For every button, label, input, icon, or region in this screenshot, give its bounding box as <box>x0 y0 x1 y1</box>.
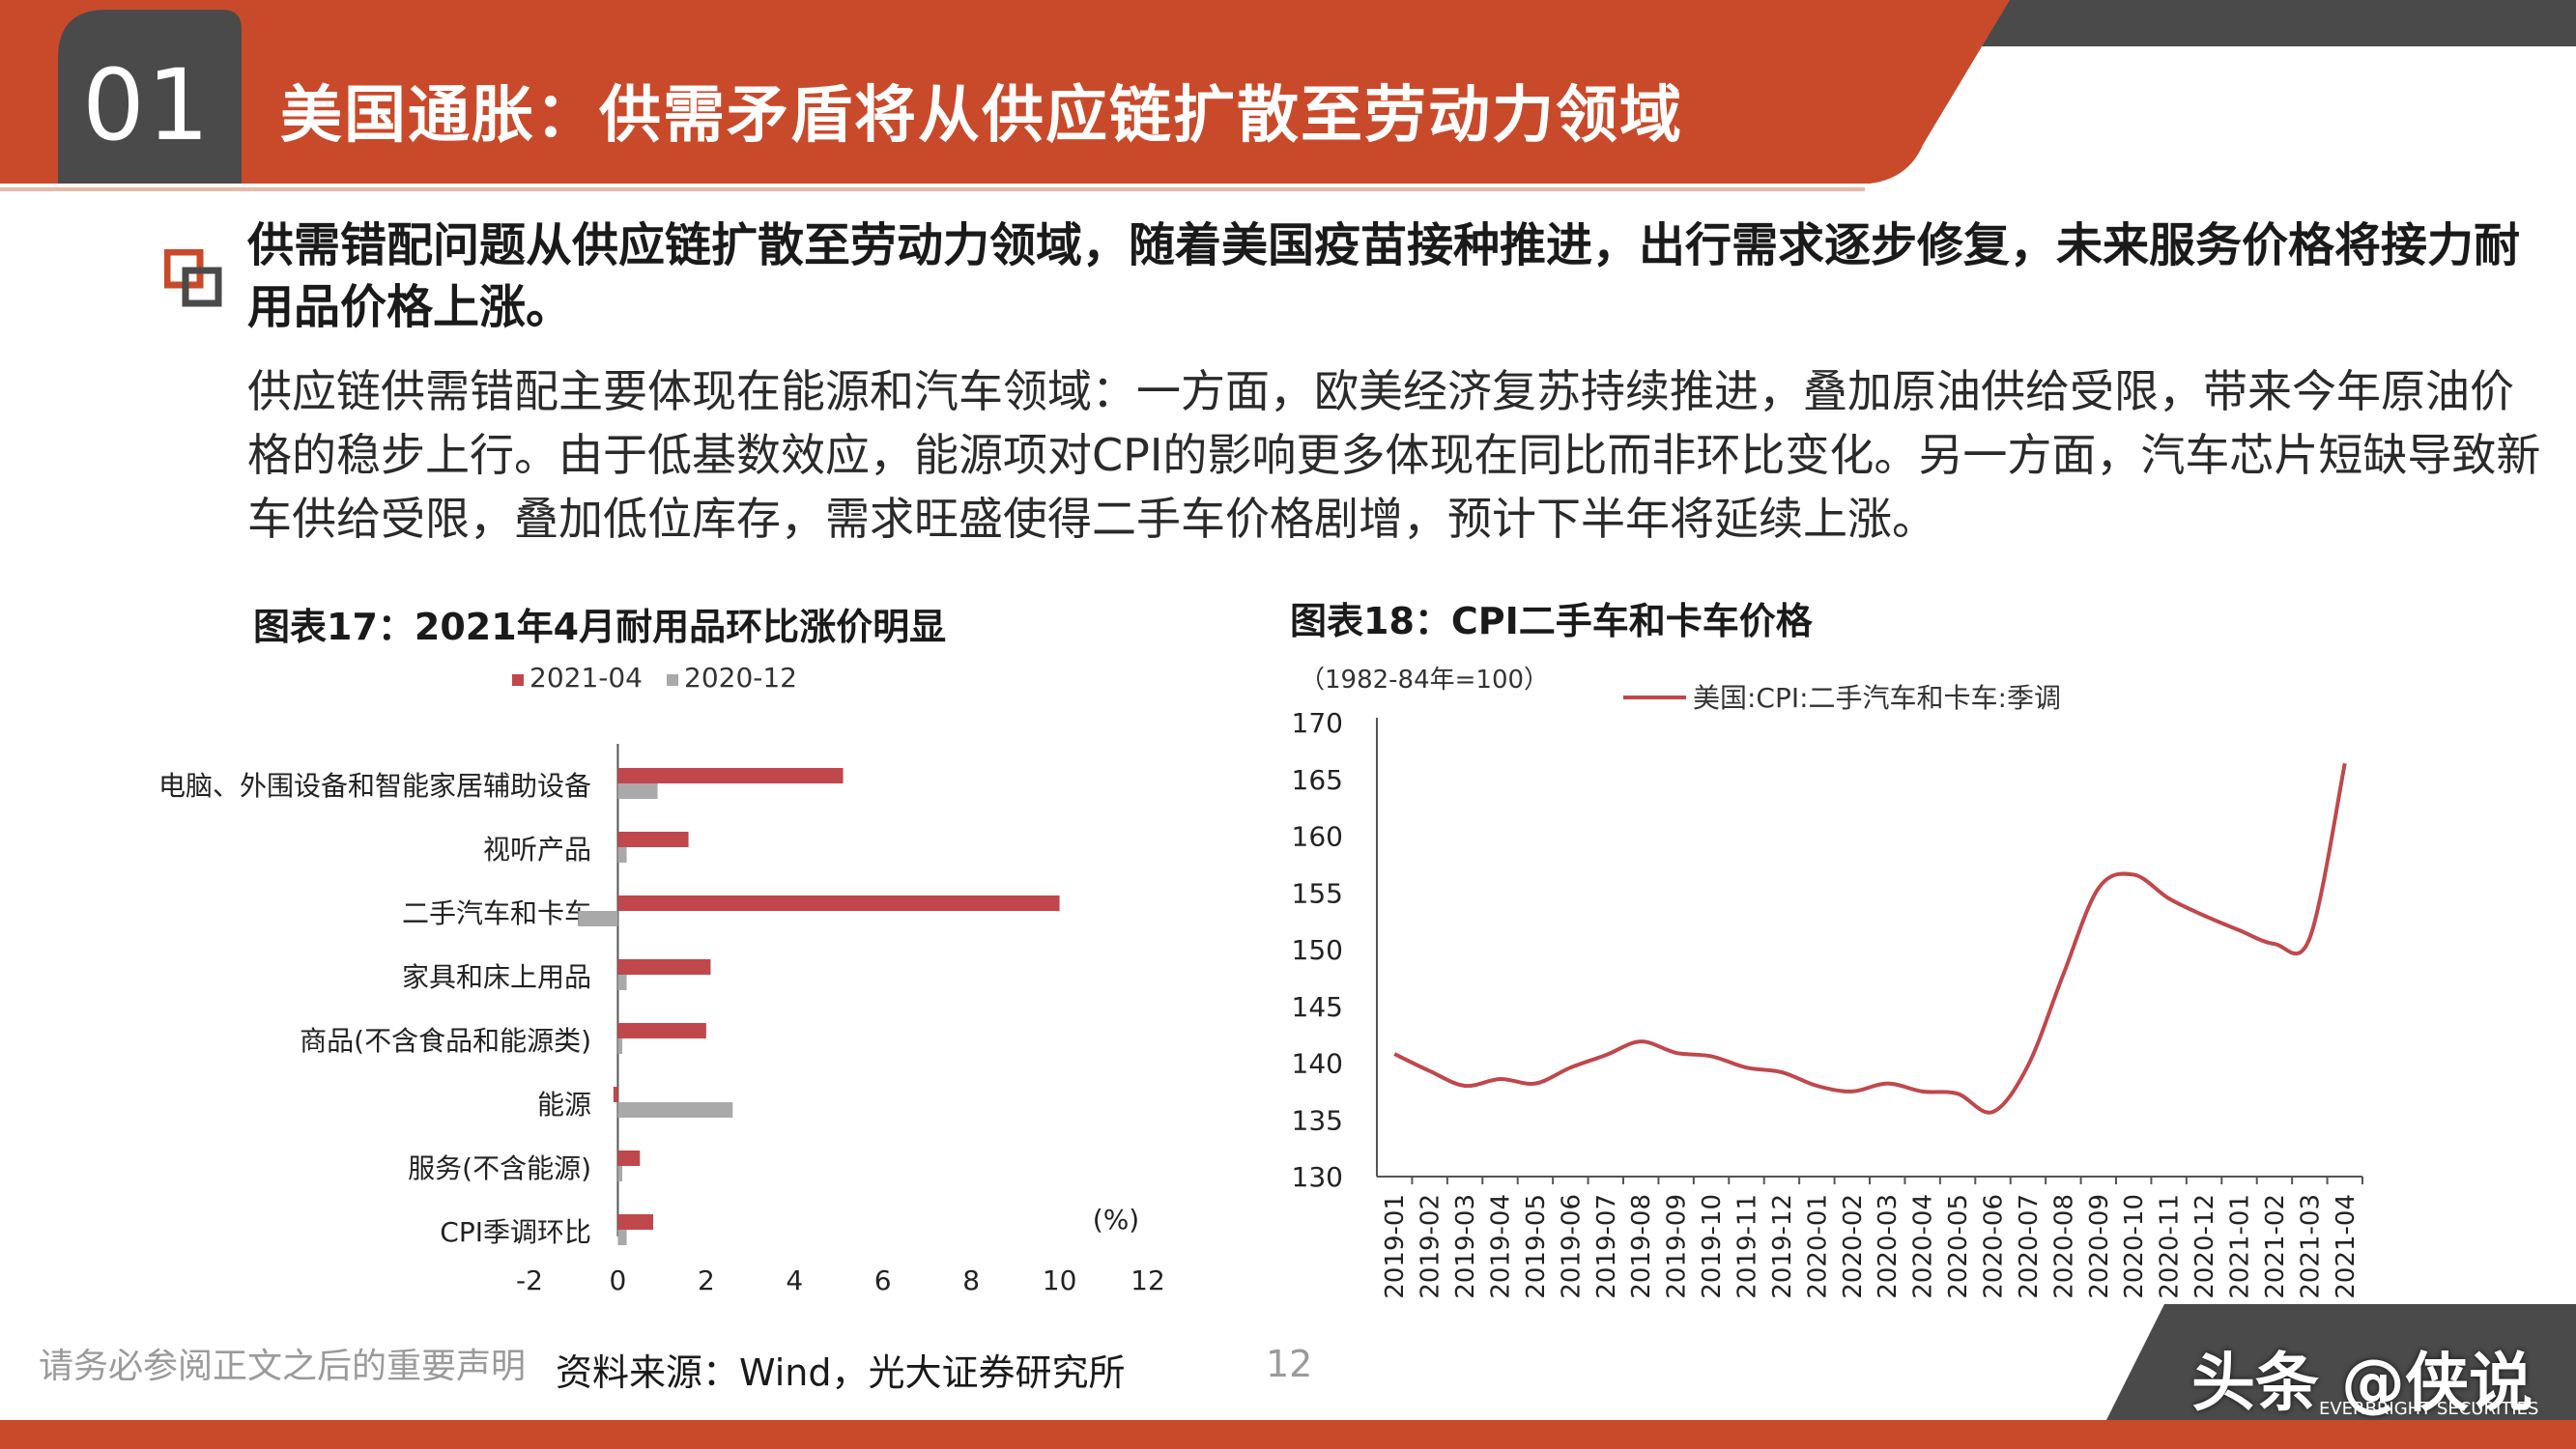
legend-label: 美国:CPI:二手汽车和卡车:季调 <box>1693 682 2061 714</box>
x-tick-label: 2019-10 <box>1698 1194 1727 1299</box>
x-tick-label: 2020-08 <box>2049 1194 2078 1299</box>
x-tick-label: 2020-05 <box>1944 1194 1973 1299</box>
bar-2021-04 <box>617 895 1060 911</box>
y-tick-label: 165 <box>1292 764 1343 796</box>
category-label: 电脑、外围设备和智能家居辅助设备 <box>158 770 591 802</box>
bar-2020-12 <box>617 1166 622 1181</box>
x-tick-label: 2021-04 <box>2332 1194 2361 1299</box>
footer-disclaimer: 请务必参阅正文之后的重要声明 <box>39 1347 527 1386</box>
bar-2020-12 <box>617 1102 733 1118</box>
x-tick-label: 2020-12 <box>2190 1194 2219 1299</box>
x-tick-label: 8 <box>962 1264 980 1296</box>
x-tick-label: 2020-09 <box>2085 1194 2114 1299</box>
page-number: 12 <box>1266 1343 1313 1385</box>
y-tick-label: 155 <box>1292 877 1343 909</box>
brand-logo-block <box>2106 1304 2576 1420</box>
category-label: 二手汽车和卡车 <box>402 897 591 929</box>
x-tick-label: 2019-07 <box>1592 1194 1621 1299</box>
header-gray-band <box>1961 0 2576 46</box>
x-tick-label: 2019-05 <box>1522 1194 1551 1299</box>
x-tick-label: 0 <box>610 1264 627 1296</box>
x-tick-label: 2019-02 <box>1417 1194 1445 1299</box>
y-tick-label: 150 <box>1292 934 1343 966</box>
x-tick-label: 2021-03 <box>2296 1194 2325 1299</box>
bar-2020-12 <box>617 1230 627 1245</box>
bar-2020-12 <box>578 911 618 926</box>
x-tick-label: 2019-03 <box>1451 1194 1480 1299</box>
x-tick-label: 2020-03 <box>1874 1194 1903 1299</box>
chart18-title: 图表18：CPI二手车和卡车价格 <box>1290 600 1813 642</box>
y-tick-label: 130 <box>1292 1161 1343 1193</box>
x-tick-label: 2021-02 <box>2261 1194 2290 1299</box>
section-number: 01 <box>82 48 212 163</box>
legend-label: 2021-04 <box>530 662 643 694</box>
unit-label: (%) <box>1093 1204 1139 1236</box>
x-tick-label: 2019-09 <box>1663 1194 1692 1299</box>
x-tick-label: 2 <box>698 1264 715 1296</box>
x-tick-label: 2020-10 <box>2120 1194 2149 1299</box>
category-label: CPI季调环比 <box>440 1216 591 1248</box>
x-tick-label: 2019-08 <box>1627 1194 1656 1299</box>
chart17-title: 图表17：2021年4月耐用品环比涨价明显 <box>253 606 947 648</box>
series-line-used-cars <box>1393 762 2347 1115</box>
x-tick-label: 2019-06 <box>1557 1194 1586 1299</box>
bullet-squares-icon <box>164 249 222 307</box>
x-tick-label: 2020-06 <box>1980 1194 2009 1299</box>
x-tick-label: 2020-07 <box>2015 1194 2044 1299</box>
x-tick-label: 10 <box>1043 1264 1077 1296</box>
header-banner <box>0 0 2576 191</box>
bar-2020-12 <box>617 975 627 990</box>
bar-2021-04 <box>617 768 844 783</box>
used-car-cpi-line-chart: （1982-84年=100） 美国:CPI:二手汽车和卡车:季调 130 135 140… <box>1292 666 2363 1299</box>
data-source: 资料来源：Wind，光大证券研究所 <box>556 1351 1126 1394</box>
body-paragraph: 供应链供需错配主要体现在能源和汽车领域：一方面，欧美经济复苏持续推进，叠加原油供… <box>247 365 2541 545</box>
x-tick-label: 2021-01 <box>2226 1194 2255 1299</box>
bar-2020-12 <box>617 783 658 799</box>
y-tick-label: 145 <box>1292 991 1343 1023</box>
y-tick-label: 135 <box>1292 1104 1343 1136</box>
legend-swatch <box>512 674 524 686</box>
header-red-band <box>0 0 2010 184</box>
bar-2021-04 <box>617 1023 706 1038</box>
x-tick-label: 2019-04 <box>1487 1194 1516 1299</box>
section-number-box <box>58 10 242 184</box>
headline: 供需错配问题从供应链扩散至劳动力领域，随着美国疫苗接种推进，出行需求逐步修复，未… <box>247 218 2521 334</box>
bar-2021-04 <box>617 959 711 975</box>
x-tick-label: 2019-11 <box>1733 1194 1762 1299</box>
x-tick-label: 2020-04 <box>1909 1194 1938 1299</box>
y-tick-label: 140 <box>1292 1048 1343 1080</box>
y-tick-label: 160 <box>1292 821 1343 853</box>
x-tick-label: 2020-01 <box>1803 1194 1832 1299</box>
category-label: 视听产品 <box>483 834 591 866</box>
x-tick-label: 6 <box>874 1264 892 1296</box>
footer-bar <box>0 1420 2576 1449</box>
bar-2021-04 <box>617 1151 641 1166</box>
bar-2020-12 <box>617 1038 622 1054</box>
x-tick-label: 4 <box>786 1264 803 1296</box>
y-tick-label: 170 <box>1292 707 1343 739</box>
category-label: 服务(不含能源) <box>408 1152 591 1184</box>
category-label: 商品(不含食品和能源类) <box>300 1025 591 1057</box>
y-axis-unit-label: （1982-84年=100） <box>1300 666 1549 695</box>
watermark-text: 头条 @侠说 <box>2191 1346 2533 1420</box>
bar-2020-12 <box>617 847 627 863</box>
category-label: 能源 <box>537 1089 591 1121</box>
bar-2021-04 <box>613 1087 618 1102</box>
legend-swatch <box>667 674 678 686</box>
x-tick-label: -2 <box>516 1264 543 1296</box>
bar-2021-04 <box>617 832 689 847</box>
durables-bar-chart: 2021-04 2020-12 电脑、外围设备和智能家居辅助设备视听产品二手汽车和卡… <box>158 662 1165 1296</box>
brand-name: EVERBRIGHT SECURITIES <box>2319 1399 2539 1419</box>
x-tick-label: 2020-11 <box>2156 1194 2185 1299</box>
bar-2021-04 <box>617 1214 653 1230</box>
x-tick-label: 2019-01 <box>1381 1194 1410 1299</box>
category-label: 家具和床上用品 <box>402 961 591 993</box>
page-title: 美国通胀：供需矛盾将从供应链扩散至劳动力领域 <box>280 80 1683 152</box>
legend-label: 2020-12 <box>684 662 797 694</box>
x-tick-label: 2020-02 <box>1839 1194 1868 1299</box>
x-tick-label: 2019-12 <box>1768 1194 1797 1299</box>
x-tick-label: 12 <box>1131 1264 1165 1296</box>
